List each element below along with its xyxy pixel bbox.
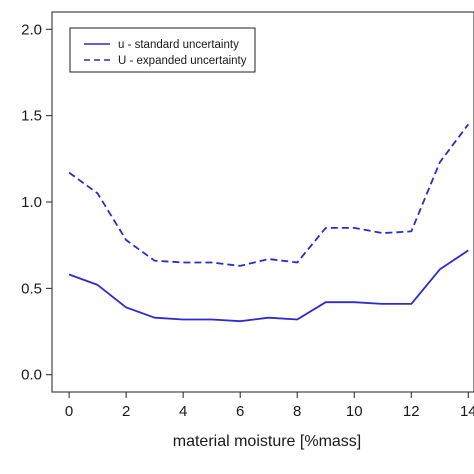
x-tick-label: 0: [65, 403, 73, 420]
y-tick-label: 1.5: [21, 108, 42, 125]
y-axis: 0.0 0.5 1.0 1.5 2.0: [21, 21, 52, 384]
x-tick-label: 2: [122, 403, 130, 420]
x-axis: 0 2 4 6 8 10 12 14: [65, 392, 474, 420]
y-tick-label: 2.0: [21, 21, 42, 38]
y-tick-label: 0.0: [21, 367, 42, 384]
series-layer: [68, 123, 470, 323]
legend-label-expanded-uncertainty: U - expanded uncertainty: [118, 55, 247, 67]
series-line-expanded-uncertainty: [68, 123, 470, 267]
legend-label-standard-uncertainty: u - standard uncertainty: [118, 39, 239, 51]
x-tick-label: 10: [346, 403, 363, 420]
legend-box: [69, 27, 256, 73]
x-tick-label: 6: [236, 403, 244, 420]
legend: u - standard uncertainty U - expanded un…: [69, 27, 256, 73]
y-tick-label: 1.0: [21, 194, 42, 211]
x-tick-label: 12: [403, 403, 420, 420]
x-tick-label: 8: [293, 403, 301, 420]
series-line-standard-uncertainty: [68, 249, 469, 323]
x-axis-title: material moisture [%mass]: [173, 433, 362, 450]
x-tick-label: 14: [460, 403, 474, 420]
x-tick-label: 4: [179, 403, 187, 420]
y-tick-label: 0.5: [21, 280, 42, 297]
